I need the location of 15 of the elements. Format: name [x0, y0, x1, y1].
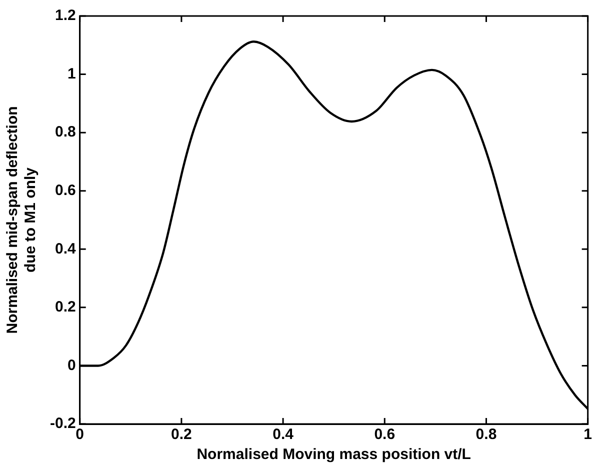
x-tick-label: 0.6 — [374, 426, 396, 444]
y-tick-label: 0 — [68, 356, 76, 374]
x-tick-label: 0.2 — [171, 426, 192, 444]
y-tick-label: 1.2 — [54, 7, 76, 24]
y-tick-label: 0.6 — [54, 182, 76, 199]
x-tick-label: 1 — [584, 426, 592, 444]
x-axis-title: Normalised Moving mass position vt/L — [196, 446, 471, 464]
y-tick-label: 1 — [68, 65, 76, 82]
x-tick-label: 0.4 — [272, 426, 294, 444]
x-tick-label: 0.8 — [476, 426, 497, 444]
y-tick-label: 0.2 — [54, 298, 76, 316]
y-tick-label: -0.2 — [50, 415, 76, 432]
y-tick-label: 0.4 — [54, 240, 76, 258]
y-tick-label: 0.8 — [54, 124, 76, 141]
y-axis-title: Normalised mid-span deflection due to M1 only — [4, 106, 40, 334]
